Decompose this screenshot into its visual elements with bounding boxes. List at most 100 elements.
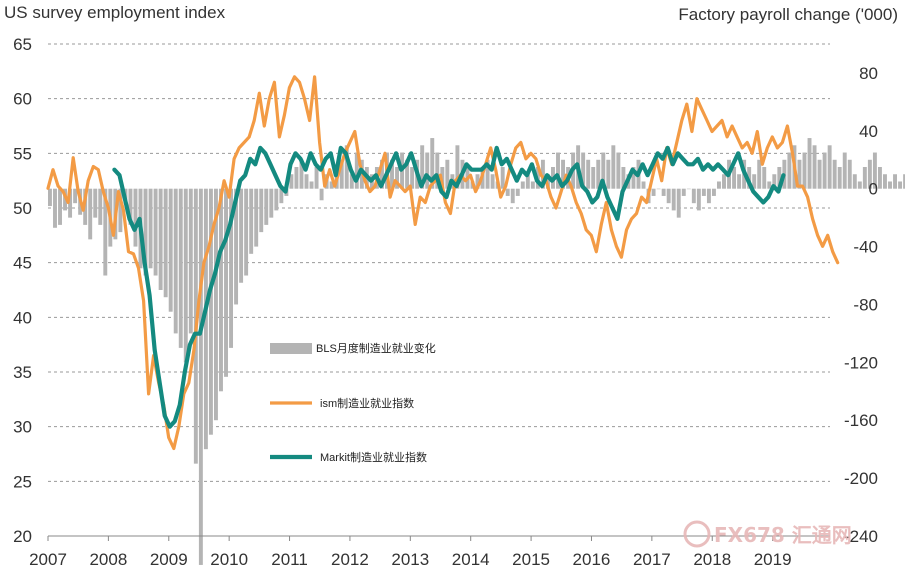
bar	[48, 188, 52, 207]
bar	[586, 159, 591, 189]
bar	[500, 167, 505, 189]
bar	[621, 167, 626, 189]
bar	[752, 174, 757, 189]
bar	[259, 188, 264, 233]
bar	[234, 188, 239, 305]
bar	[455, 145, 460, 189]
bar	[485, 159, 490, 189]
bar	[239, 188, 244, 283]
line-series-markit	[112, 145, 786, 429]
bar	[314, 167, 319, 189]
x-tick-label: 2007	[29, 550, 67, 569]
bar	[58, 188, 62, 225]
bar	[802, 152, 807, 189]
legend: BLS月度制造业就业变化 ism制造业就业指数 Markit制造业就业指数	[270, 341, 436, 464]
bar	[128, 188, 133, 225]
bar	[289, 174, 294, 189]
bar	[732, 167, 737, 189]
bar	[837, 167, 842, 189]
line-series-ism	[46, 75, 840, 451]
bar	[596, 159, 601, 189]
bar	[73, 188, 78, 204]
legend-label-ism: ism制造业就业指数	[320, 396, 414, 410]
bar	[339, 159, 344, 189]
bar	[797, 159, 802, 189]
bar	[772, 174, 777, 189]
bar	[435, 152, 440, 189]
bar	[219, 188, 223, 392]
watermark-logo-icon	[683, 520, 711, 548]
bar	[515, 188, 520, 196]
bar	[581, 152, 586, 189]
watermark-text: FX678 汇通网	[714, 523, 852, 547]
right-tick-label: -120	[844, 353, 878, 372]
bar	[168, 188, 173, 312]
bar	[561, 159, 566, 189]
bar	[405, 159, 410, 189]
bar	[888, 181, 892, 189]
bar	[767, 181, 772, 189]
bar	[299, 159, 304, 189]
bar	[852, 174, 857, 189]
x-tick-label: 2012	[331, 550, 369, 569]
bar	[651, 188, 656, 196]
x-tick-label: 2014	[452, 550, 490, 569]
bar	[722, 174, 726, 189]
bar	[53, 188, 57, 228]
x-tick-label: 2010	[210, 550, 248, 569]
bar	[354, 152, 359, 189]
bar	[591, 167, 596, 189]
bar	[691, 188, 696, 204]
bar	[379, 159, 384, 189]
bar	[133, 188, 138, 247]
bar	[178, 188, 183, 348]
bar	[163, 188, 168, 298]
bar	[203, 188, 208, 450]
bar	[249, 188, 254, 254]
bar	[807, 138, 812, 189]
bar	[425, 152, 430, 189]
left-tick-label: 60	[13, 90, 32, 109]
bar	[898, 181, 903, 189]
right-tick-label: -40	[853, 238, 878, 257]
bar	[717, 181, 721, 189]
bar	[208, 188, 213, 435]
bar	[344, 145, 349, 189]
legend-label-markit: Markit制造业就业指数	[320, 450, 427, 464]
bar	[294, 167, 299, 189]
x-tick-label: 2009	[150, 550, 188, 569]
bar	[98, 188, 103, 225]
bar	[224, 188, 228, 377]
left-tick-label: 35	[13, 363, 32, 382]
left-tick-label: 30	[13, 418, 32, 437]
bar	[822, 152, 827, 189]
right-tick-label: 0	[869, 180, 878, 199]
x-tick-label: 2016	[573, 550, 611, 569]
bar	[269, 188, 274, 218]
left-tick-label: 25	[13, 472, 32, 491]
bar	[254, 188, 259, 247]
bar	[304, 174, 309, 189]
bar	[188, 188, 193, 334]
bar	[183, 188, 188, 363]
right-axis-ticks: 80 40 0 -40 -80 -120 -160 -200 -240	[844, 64, 878, 546]
bar	[847, 159, 852, 189]
bar	[264, 188, 269, 225]
bar	[445, 159, 450, 189]
bar	[520, 181, 525, 189]
x-tick-label: 2013	[391, 550, 429, 569]
bar	[198, 188, 203, 565]
bar	[420, 145, 425, 189]
bar	[88, 188, 93, 240]
bar	[540, 159, 545, 189]
bar	[525, 174, 530, 189]
bar	[274, 188, 279, 211]
x-tick-label: 2018	[693, 550, 731, 569]
bar	[229, 188, 234, 348]
bar	[148, 188, 153, 269]
bar	[395, 167, 400, 189]
bar	[173, 188, 178, 334]
bar	[872, 152, 877, 189]
bar	[903, 174, 905, 189]
bar	[681, 188, 686, 196]
